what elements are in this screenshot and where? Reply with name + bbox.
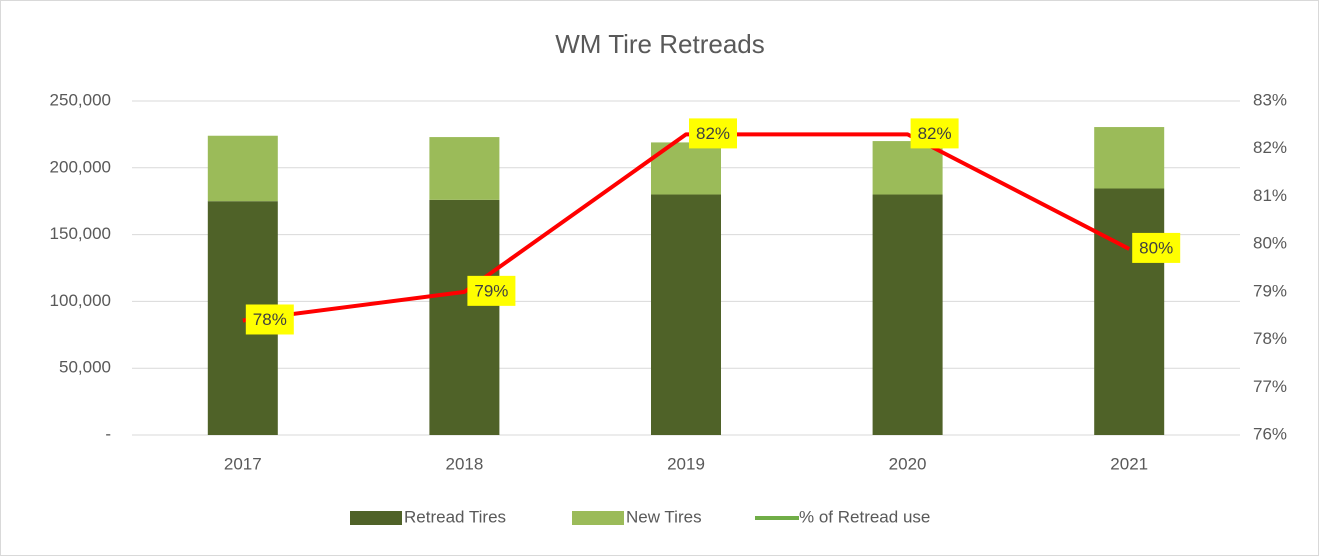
data-label-box <box>910 118 959 149</box>
data-label-text: 79% <box>474 281 508 300</box>
y-tick-label: 50,000 <box>59 358 111 377</box>
chart-title: WM Tire Retreads <box>555 29 765 59</box>
data-label-box <box>1132 232 1181 263</box>
legend-swatch <box>572 511 624 525</box>
bar <box>207 135 278 202</box>
bar <box>1094 127 1165 189</box>
legend-swatch <box>350 511 402 525</box>
y2-tick-label: 83% <box>1253 90 1287 109</box>
data-label-box <box>689 118 737 149</box>
data-label: 78% <box>245 304 294 335</box>
bar <box>872 194 943 435</box>
y-tick-label: - <box>105 424 111 443</box>
x-tick-label: 2017 <box>224 454 262 473</box>
x-tick-label: 2021 <box>1110 454 1148 473</box>
data-label-text: 80% <box>1139 238 1173 257</box>
legend-label: Retread Tires <box>404 507 506 526</box>
bar <box>651 194 721 435</box>
y-tick-label: 250,000 <box>50 90 111 109</box>
legend-label: New Tires <box>626 507 702 526</box>
data-label: 82% <box>910 118 959 149</box>
y-tick-label: 200,000 <box>50 157 111 176</box>
legend-label: % of Retread use <box>799 507 930 526</box>
line <box>242 132 1131 323</box>
y2-tick-label: 78% <box>1253 329 1287 348</box>
y2-tick-label: 79% <box>1253 281 1287 300</box>
data-label: 79% <box>467 275 516 306</box>
bar <box>429 199 500 435</box>
bar <box>872 141 943 195</box>
x-tick-label: 2019 <box>667 454 705 473</box>
y2-tick-label: 77% <box>1253 377 1287 396</box>
data-label-text: 78% <box>253 310 287 329</box>
data-label-text: 82% <box>918 124 952 143</box>
data-label: 80% <box>1132 232 1181 263</box>
y-tick-label: 100,000 <box>50 291 111 310</box>
data-label: 82% <box>689 118 737 149</box>
y2-tick-label: 81% <box>1253 186 1287 205</box>
bar <box>1094 188 1165 435</box>
x-tick-label: 2020 <box>889 454 927 473</box>
y2-tick-label: 82% <box>1253 138 1287 157</box>
x-tick-label: 2018 <box>445 454 483 473</box>
y2-tick-label: 76% <box>1253 424 1287 443</box>
data-label-text: 82% <box>696 124 730 143</box>
bar <box>429 137 500 200</box>
data-label-box <box>245 304 294 335</box>
y-tick-label: 150,000 <box>50 224 111 243</box>
y2-tick-label: 80% <box>1253 234 1287 253</box>
data-label-box <box>467 275 516 306</box>
